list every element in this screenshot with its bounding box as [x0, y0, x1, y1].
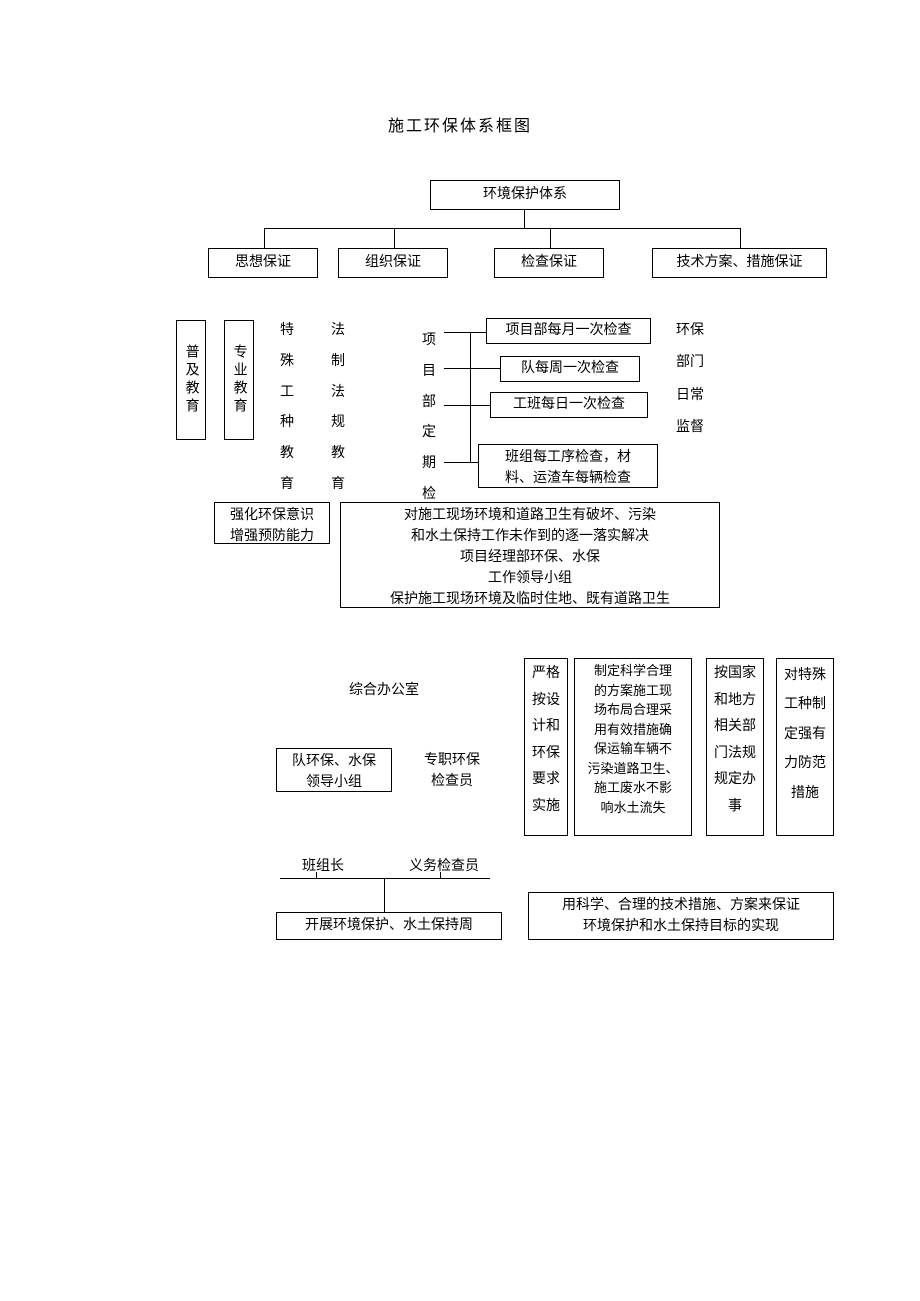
connector [444, 462, 478, 463]
diagram-title: 施工环保体系框图 [0, 112, 920, 136]
check-node: 工班每日一次检查 [490, 392, 648, 418]
team-node: 队环保、水保 领导小组 [276, 748, 392, 792]
check-node: 队每周一次检查 [500, 356, 640, 382]
rc-node: 按国家 和地方 相关部 门法规 规定办 事 [706, 658, 764, 836]
team-text: 专职环保 检查员 [410, 750, 494, 792]
connector [740, 228, 741, 248]
connector [384, 878, 385, 912]
vtext: 法 制 法 规 教 育 [328, 316, 348, 501]
connector [394, 228, 395, 248]
vtext-right: 环保 部门 日常 监督 [670, 320, 710, 440]
vnode: 专业教育 [224, 320, 254, 440]
awareness-node: 强化环保意识 增强预防能力 [214, 502, 330, 544]
l2-node: 技术方案、措施保证 [652, 248, 827, 278]
connector [444, 368, 500, 369]
connector [440, 872, 441, 878]
check-node-multi: 班组每工序检查，材 料、运渣车每辆检查 [478, 444, 658, 488]
vtext: 特 殊 工 种 教 育 [277, 316, 297, 501]
connector [444, 332, 486, 333]
connector [470, 332, 471, 462]
root-node: 环境保护体系 [430, 180, 620, 210]
bl-label: 义务检查员 [394, 856, 494, 877]
connector [264, 228, 740, 229]
br-node: 用科学、合理的技术措施、方案来保证 环境保护和水土保持目标的实现 [528, 892, 834, 940]
vnode: 普及教育 [176, 320, 206, 440]
l2-node: 思想保证 [208, 248, 318, 278]
connector [524, 210, 525, 228]
rc-node: 制定科学合理 的方案施工现 场布局合理采 用有效措施确 保运输车辆不 污染道路卫… [574, 658, 692, 836]
diagram-canvas: 施工环保体系框图 环境保护体系 思想保证 组织保证 检查保证 技术方案、措施保证… [0, 0, 920, 1301]
office-label: 综合办公室 [284, 680, 484, 701]
l2-node: 检查保证 [494, 248, 604, 278]
connector [444, 405, 490, 406]
rc-node: 严格 按设 计和 环保 要求 实施 [524, 658, 568, 836]
big-node: 对施工现场环境和道路卫生有破坏、污染 和水土保持工作未作到的逐一落实解决 项目经… [340, 502, 720, 608]
connector [280, 878, 490, 879]
bottom-node: 开展环境保护、水土保持周 [276, 912, 502, 940]
connector [316, 872, 317, 878]
bl-label: 班组长 [288, 856, 358, 877]
check-node: 项目部每月一次检查 [486, 318, 651, 344]
rc-node: 对特殊 工种制 定强有 力防范 措施 [776, 658, 834, 836]
l2-node: 组织保证 [338, 248, 448, 278]
connector [550, 228, 551, 248]
connector [264, 228, 265, 248]
